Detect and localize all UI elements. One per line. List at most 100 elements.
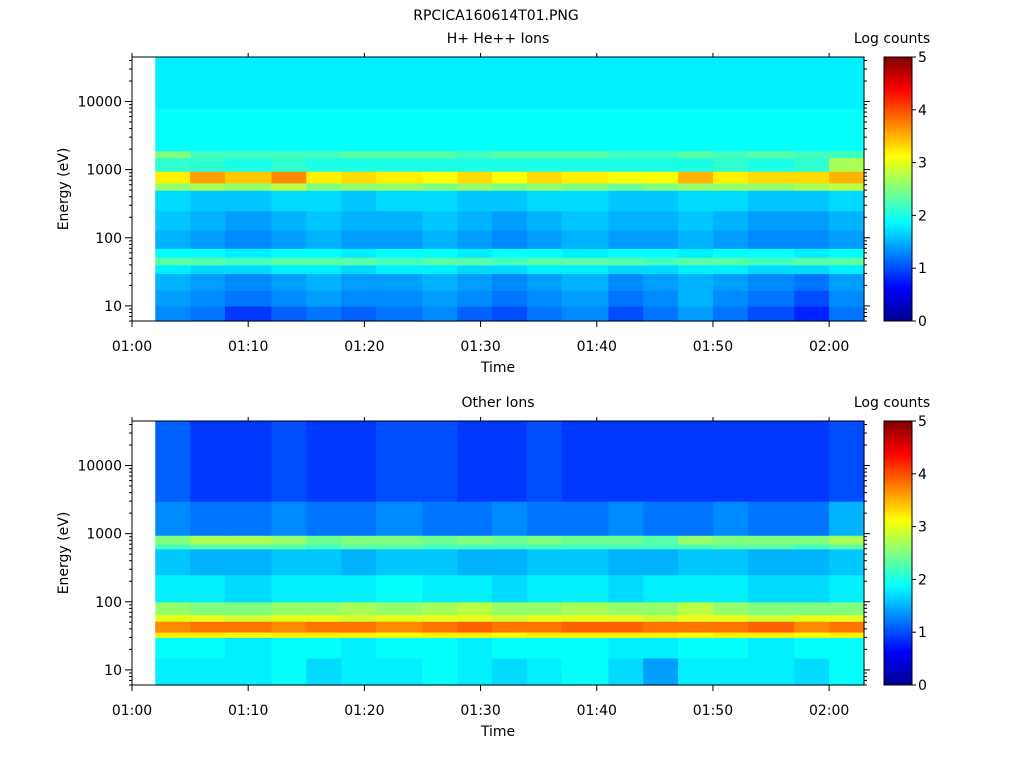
heatmap-cell	[376, 614, 424, 622]
heatmap-cell	[747, 57, 795, 109]
heatmap-cell	[608, 637, 644, 659]
heatmap-cell	[747, 157, 795, 172]
heatmap-cell	[492, 273, 528, 291]
heatmap-cell	[678, 535, 714, 545]
heatmap-cell	[747, 535, 795, 545]
heatmap-cell	[376, 108, 424, 152]
heatmap-cell	[561, 57, 609, 109]
heatmap-cell	[794, 305, 830, 322]
heatmap-cell	[341, 210, 377, 231]
heatmap-cell	[155, 257, 191, 266]
heatmap-cell	[492, 171, 528, 184]
heatmap-cell	[224, 230, 273, 249]
y-tick-label: 10000	[77, 95, 122, 111]
heatmap-cell	[341, 171, 377, 184]
y-tick-label: 100	[95, 231, 122, 247]
heatmap-cell	[608, 171, 644, 184]
heatmap-cell	[306, 248, 342, 258]
heatmap-cell	[829, 614, 865, 622]
heatmap-cell	[271, 190, 307, 212]
heatmap-cell	[829, 305, 865, 322]
heatmap-cell	[376, 657, 424, 686]
heatmap-cell	[190, 210, 226, 231]
heatmap-cell	[492, 631, 528, 638]
heatmap-cell	[422, 614, 458, 622]
heatmap-cell	[224, 57, 273, 109]
heatmap-cell	[306, 601, 342, 616]
heatmap-cell	[271, 108, 307, 152]
heatmap-cell	[341, 257, 377, 266]
heatmap-cell	[422, 210, 458, 231]
heatmap-cell	[271, 257, 307, 266]
heatmap-cell	[224, 544, 273, 550]
heatmap-cell	[492, 501, 528, 536]
heatmap-cell	[794, 171, 830, 184]
y-tick-label: 1000	[86, 163, 122, 179]
heatmap-cell	[829, 544, 865, 550]
heatmap-cell	[224, 548, 273, 576]
heatmap-cell	[829, 210, 865, 231]
heatmap-cell	[492, 621, 528, 633]
heatmap-cell	[608, 248, 644, 258]
heatmap-cell	[678, 621, 714, 633]
heatmap-cell	[190, 574, 226, 603]
heatmap-cell	[829, 421, 865, 502]
colorbar-tick-label: 2	[918, 208, 927, 224]
heatmap-cell	[492, 248, 528, 258]
heatmap-cell	[376, 631, 424, 638]
heatmap-cell	[492, 637, 528, 659]
heatmap-cell	[224, 601, 273, 616]
heatmap-cell	[794, 290, 830, 307]
x-tick-label: 01:20	[344, 339, 384, 355]
heatmap-cell	[829, 631, 865, 638]
heatmap-cell	[190, 614, 226, 622]
heatmap-cell	[422, 601, 458, 616]
heatmap-cell	[422, 421, 458, 502]
heatmap-cell	[271, 548, 307, 576]
heatmap-cell	[155, 264, 191, 274]
heatmap-cell	[492, 290, 528, 307]
heatmap-cell	[794, 535, 830, 545]
heatmap-cell	[678, 637, 714, 659]
heatmap-cell	[747, 544, 795, 550]
heatmap-cell	[747, 264, 795, 274]
colorbar-tick-label: 1	[918, 261, 927, 277]
heatmap-cell	[492, 544, 528, 550]
heatmap-cell	[271, 614, 307, 622]
heatmap-cell	[190, 150, 226, 159]
heatmap-cell	[608, 230, 644, 249]
heatmap-cell	[341, 535, 377, 545]
heatmap-cell	[643, 614, 679, 622]
colorbar-tick-label: 3	[918, 520, 927, 536]
heatmap-cell	[422, 535, 458, 545]
heatmap-cell	[457, 171, 493, 184]
heatmap-cell	[224, 273, 273, 291]
heatmap-cell	[747, 601, 795, 616]
heatmap-cell	[155, 535, 191, 545]
heatmap-cell	[190, 57, 226, 109]
heatmap-cell	[376, 601, 424, 616]
x-tick-label: 01:20	[344, 703, 384, 719]
heatmap-cell	[747, 108, 795, 152]
heatmap-cell	[747, 248, 795, 258]
x-tick-label: 01:30	[460, 339, 500, 355]
heatmap-cell	[341, 305, 377, 322]
heatmap-cell	[527, 210, 563, 231]
heatmap-cell	[271, 621, 307, 633]
heatmap-cell	[561, 248, 609, 258]
heatmap-cell	[712, 421, 749, 502]
heatmap-cell	[747, 614, 795, 622]
heatmap-cell	[306, 273, 342, 291]
heatmap-cell	[422, 108, 458, 152]
colorbar-tick-label: 5	[918, 414, 927, 430]
heatmap-cell	[457, 574, 493, 603]
heatmap-cell	[794, 264, 830, 274]
heatmap-cell	[306, 210, 342, 231]
colorbar-tick-label: 4	[918, 467, 927, 483]
heatmap-cell	[457, 637, 493, 659]
heatmap-cell	[457, 290, 493, 307]
heatmap-cell	[643, 108, 679, 152]
heatmap-cell	[224, 637, 273, 659]
heatmap-cell	[608, 157, 644, 172]
heatmap-cell	[422, 621, 458, 633]
